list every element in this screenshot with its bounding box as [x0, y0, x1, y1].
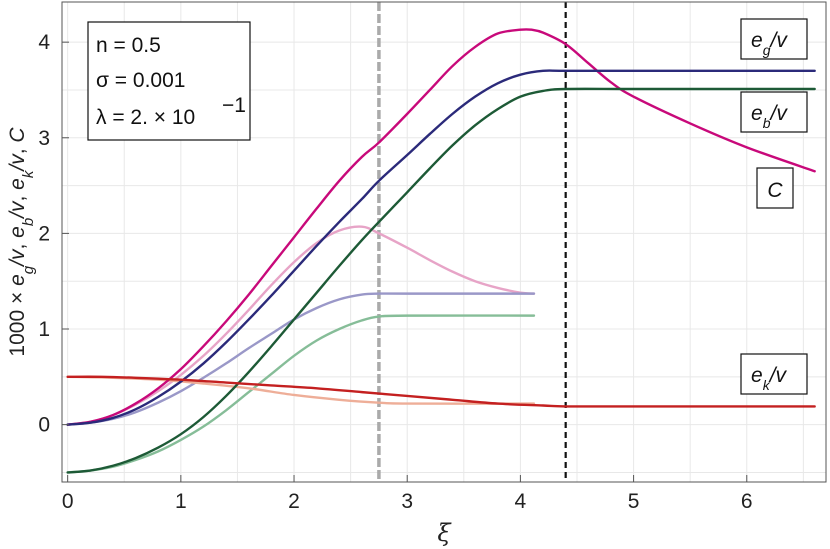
x-tick-label: 4 — [515, 490, 527, 513]
param-sigma: σ = 0.001 — [96, 69, 185, 92]
series-ek — [66, 375, 816, 408]
x-tick-label: 2 — [288, 490, 300, 513]
svg-text:ek/v: ek/v — [751, 364, 788, 393]
param-lambda: λ = 2. × 10 — [96, 106, 195, 129]
x-tick-label: 5 — [628, 490, 640, 513]
x-tick-label: 6 — [741, 490, 753, 513]
y-tick-label: 1 — [38, 318, 50, 341]
ticks: 0 1 2 3 4 5 6 0 1 2 3 4 — [38, 31, 752, 513]
svg-text:eb/v: eb/v — [751, 102, 788, 131]
y-tick-label: 2 — [38, 222, 50, 245]
x-tick-label: 3 — [401, 490, 413, 513]
series-eb_faint — [66, 292, 536, 426]
y-tick-label: 0 — [38, 414, 50, 437]
svg-text:1000 × eg/v, eb/v, ek/v, C: 1000 × eg/v, eb/v, ek/v, C — [6, 127, 37, 357]
svg-text:C: C — [767, 179, 783, 202]
svg-text:eg/v: eg/v — [751, 29, 788, 58]
series-eb — [66, 69, 816, 426]
parameter-box: n = 0.5 σ = 0.001 λ = 2. × 10 −1 — [87, 21, 251, 141]
x-axis-label: ξ — [437, 519, 452, 547]
label-eg: eg/v — [740, 18, 808, 60]
series-eg — [66, 87, 816, 474]
plot-frame — [61, 1, 827, 483]
series-C_faint — [66, 225, 536, 426]
label-ek: ek/v — [740, 353, 808, 395]
y-tick-label: 4 — [38, 31, 50, 54]
param-n: n = 0.5 — [96, 34, 161, 57]
series-C — [66, 28, 816, 426]
x-tick-label: 0 — [62, 490, 74, 513]
series-group — [66, 28, 816, 474]
x-tick-label: 1 — [175, 490, 187, 513]
label-eb: eb/v — [740, 91, 808, 133]
label-C: C — [756, 167, 794, 209]
y-axis-label: 1000 × eg/v, eb/v, ek/v, C — [6, 127, 37, 357]
y-tick-label: 3 — [38, 127, 50, 150]
param-lambda-exponent: −1 — [222, 94, 246, 117]
